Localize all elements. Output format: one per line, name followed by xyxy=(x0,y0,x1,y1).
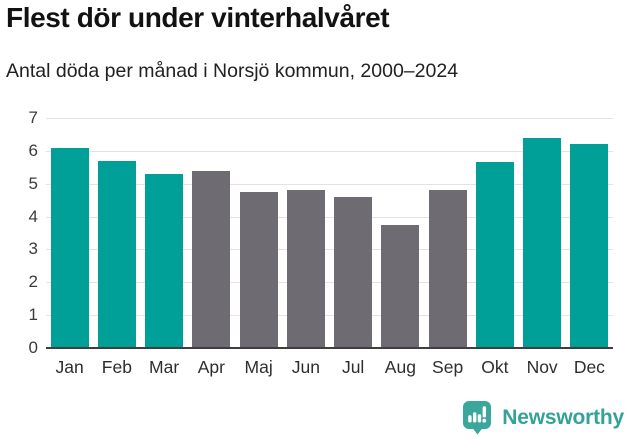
bar-jun xyxy=(286,190,325,348)
x-axis-line xyxy=(46,347,613,349)
y-tick-label-0: 0 xyxy=(28,338,38,357)
y-tick-label-3: 3 xyxy=(28,239,38,259)
newsworthy-speech-bubble-chart-icon xyxy=(463,401,492,435)
y-tick-label-7: 7 xyxy=(28,108,38,127)
x-tick-label-sep: Sep xyxy=(432,357,464,377)
gridline-y5 xyxy=(46,183,613,185)
y-tick-label-2: 2 xyxy=(28,272,38,292)
x-tick-label-jan: Jan xyxy=(55,357,84,377)
chart-subtitle: Antal döda per månad i Norsjö kommun, 20… xyxy=(6,60,459,82)
y-tick-label-6: 6 xyxy=(28,140,38,160)
bar-okt xyxy=(475,162,514,348)
gridline-y2 xyxy=(46,282,613,284)
newsworthy-logo: Newsworthy xyxy=(462,400,624,436)
x-tick-label-jul: Jul xyxy=(341,357,365,377)
bar-dec xyxy=(570,144,609,348)
x-tick-label-mar: Mar xyxy=(149,357,180,377)
bar-mar xyxy=(145,173,184,348)
y-tick-label-1: 1 xyxy=(28,305,38,325)
y-tick-label-4: 4 xyxy=(28,206,38,226)
bar-jul xyxy=(334,196,373,348)
bar-maj xyxy=(239,191,278,348)
x-tick-label-okt: Okt xyxy=(481,357,509,377)
x-tick-label-jun: Jun xyxy=(291,357,320,377)
gridline-y3 xyxy=(46,249,613,251)
bar-feb xyxy=(97,160,136,348)
gridline-y6 xyxy=(46,150,613,152)
x-tick-label-apr: Apr xyxy=(197,357,225,377)
x-tick-label-dec: Dec xyxy=(573,357,605,377)
gridline-y7 xyxy=(46,118,613,119)
bar-aug xyxy=(381,224,420,348)
bar-jan xyxy=(50,147,89,348)
x-tick-label-nov: Nov xyxy=(526,357,558,377)
bar-sep xyxy=(428,190,467,348)
x-tick-label-aug: Aug xyxy=(384,357,416,377)
gridline-y1 xyxy=(46,315,613,317)
brand-name: Newsworthy xyxy=(502,406,624,429)
bar-apr xyxy=(192,170,231,348)
chart-title: Flest dör under vinterhalvåret xyxy=(6,2,390,33)
gridline-y4 xyxy=(46,216,613,218)
bar-nov xyxy=(523,137,562,348)
x-tick-label-maj: Maj xyxy=(244,357,273,377)
y-tick-label-5: 5 xyxy=(28,173,38,193)
x-tick-label-feb: Feb xyxy=(101,357,132,377)
